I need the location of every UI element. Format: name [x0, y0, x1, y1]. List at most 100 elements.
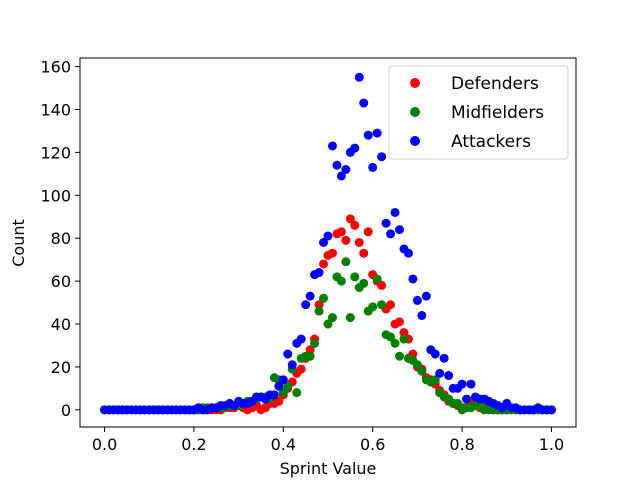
- point-attackers: [403, 248, 413, 258]
- point-midfielders: [372, 274, 382, 284]
- point-defenders: [377, 280, 387, 290]
- point-attackers: [323, 231, 333, 241]
- point-attackers: [372, 128, 382, 138]
- point-attackers: [327, 141, 337, 151]
- point-attackers: [457, 379, 467, 389]
- point-defenders: [350, 220, 360, 230]
- point-midfielders: [453, 398, 463, 408]
- y-tick-label: 60: [51, 272, 71, 291]
- y-tick-label: 40: [51, 315, 71, 334]
- y-tick-label: 120: [40, 143, 71, 162]
- legend-marker-defenders: [410, 78, 420, 88]
- point-defenders: [296, 364, 306, 374]
- point-defenders: [395, 317, 404, 327]
- point-attackers: [381, 218, 391, 228]
- point-midfielders: [368, 302, 378, 312]
- point-midfielders: [377, 300, 387, 310]
- point-defenders: [386, 300, 396, 310]
- point-defenders: [274, 396, 284, 406]
- point-midfielders: [278, 388, 288, 398]
- point-attackers: [435, 368, 445, 378]
- x-tick-label: 0.6: [360, 435, 385, 454]
- point-attackers: [287, 360, 297, 370]
- point-attackers: [430, 349, 440, 359]
- point-defenders: [354, 238, 364, 247]
- point-midfielders: [390, 338, 400, 348]
- point-defenders: [345, 214, 355, 224]
- point-attackers: [283, 349, 293, 359]
- point-attackers: [350, 143, 360, 153]
- point-attackers: [278, 375, 288, 385]
- y-tick-label: 0: [61, 401, 71, 420]
- point-midfielders: [323, 319, 333, 329]
- point-attackers: [390, 207, 400, 217]
- point-attackers: [332, 160, 342, 170]
- point-midfielders: [345, 313, 355, 323]
- y-tick-label: 100: [40, 186, 71, 205]
- point-defenders: [314, 300, 324, 310]
- point-midfielders: [283, 381, 293, 391]
- point-midfielders: [430, 375, 440, 385]
- data-points: [100, 72, 556, 415]
- point-defenders: [359, 248, 369, 258]
- point-attackers: [386, 229, 396, 239]
- legend-label-attackers: Attackers: [451, 132, 531, 152]
- point-attackers: [269, 390, 279, 400]
- point-defenders: [327, 248, 337, 258]
- y-tick-label: 160: [40, 58, 71, 77]
- point-attackers: [466, 379, 476, 389]
- point-attackers: [296, 334, 306, 344]
- point-midfielders: [292, 388, 302, 398]
- plot-frame: [79, 57, 577, 428]
- point-attackers: [314, 268, 324, 278]
- y-tick-label: 140: [40, 100, 71, 119]
- x-tick-label: 0.2: [181, 435, 206, 454]
- x-axis-label: Sprint Value: [280, 459, 377, 478]
- point-midfielders: [359, 278, 369, 288]
- point-attackers: [395, 225, 404, 235]
- point-midfielders: [341, 257, 351, 267]
- point-defenders: [341, 235, 351, 245]
- point-midfielders: [412, 360, 422, 370]
- point-midfielders: [417, 366, 427, 376]
- point-attackers: [368, 162, 378, 172]
- point-defenders: [305, 345, 315, 355]
- legend-marker-attackers: [410, 136, 420, 146]
- y-tick-label: 80: [51, 229, 71, 248]
- point-attackers: [274, 381, 284, 391]
- y-tick-label: 20: [51, 358, 71, 377]
- point-midfielders: [395, 351, 404, 361]
- point-attackers: [444, 371, 454, 381]
- point-attackers: [412, 295, 422, 305]
- point-attackers: [417, 310, 427, 320]
- x-tick-label: 1.0: [539, 435, 564, 454]
- point-midfielders: [310, 338, 320, 348]
- legend-label-midfielders: Midfielders: [451, 103, 544, 123]
- y-axis-ticks: 0 20 40 60 80 100 120 140 160: [40, 58, 80, 420]
- legend-marker-midfielders: [410, 107, 420, 117]
- point-defenders: [399, 328, 409, 338]
- point-attackers: [319, 238, 329, 247]
- point-attackers: [439, 353, 449, 363]
- point-attackers: [305, 291, 315, 301]
- legend-label-defenders: Defenders: [451, 74, 539, 94]
- point-attackers: [359, 98, 369, 108]
- point-attackers: [341, 165, 351, 175]
- y-axis-label: Count: [9, 219, 28, 267]
- point-midfielders: [336, 276, 346, 286]
- x-tick-label: 0.8: [449, 435, 474, 454]
- x-axis-ticks: 0.0 0.2 0.4 0.6 0.8 1.0: [92, 427, 564, 454]
- point-attackers: [421, 291, 431, 301]
- point-attackers: [377, 152, 387, 162]
- point-midfielders: [314, 306, 324, 316]
- point-attackers: [301, 300, 311, 310]
- point-attackers: [462, 394, 472, 404]
- point-midfielders: [399, 334, 409, 344]
- point-midfielders: [305, 351, 315, 361]
- point-attackers: [354, 72, 364, 82]
- point-midfielders: [350, 272, 360, 282]
- point-attackers: [408, 274, 418, 284]
- series-attackers: [100, 72, 556, 415]
- legend-frame: [388, 65, 569, 160]
